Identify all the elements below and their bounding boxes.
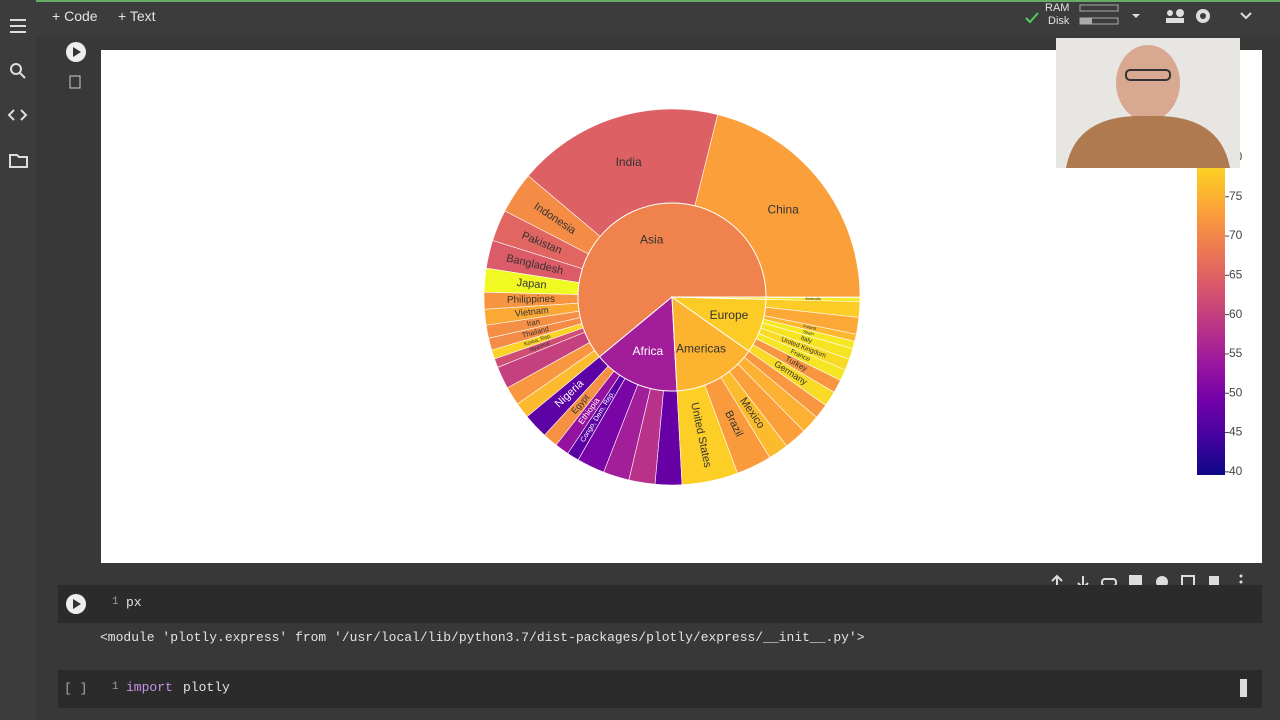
slice-label: Asia	[640, 233, 664, 247]
colorbar	[1197, 137, 1225, 475]
colorbar-tick-label: 70	[1229, 228, 1243, 242]
continent-wedge	[671, 295, 750, 392]
ram-label: RAM	[1045, 2, 1070, 14]
code-cell[interactable]: 1 px	[58, 585, 1262, 623]
continent-wedge	[671, 296, 767, 300]
line-number: 1	[112, 596, 119, 608]
slice-label: Poland	[803, 323, 818, 331]
colorbar-tick-label: 55	[1229, 346, 1243, 360]
cell-controls[interactable]	[64, 42, 94, 102]
code-keyword: import	[126, 680, 173, 695]
sunburst-chart: ChinaIndiaIndonesiaPakistanBangladeshJap…	[101, 50, 1262, 563]
add-text-label: Text	[129, 8, 156, 24]
scroll-marker	[1240, 679, 1247, 697]
slice-label: Europe	[710, 308, 749, 322]
colorbar-tick-label: 60	[1229, 307, 1243, 321]
slice-label: Spain	[802, 329, 815, 337]
slice-label: Africa	[633, 344, 664, 358]
code-text: plotly	[183, 680, 230, 695]
top-icons	[1025, 4, 1252, 25]
add-code[interactable]: + Code	[52, 8, 98, 24]
slice-label: Australia	[805, 296, 821, 301]
colorbar-tick-label: 50	[1229, 385, 1243, 399]
webcam-overlay	[1056, 38, 1240, 168]
line-number: 1	[112, 681, 119, 693]
slice-label: India	[616, 155, 642, 169]
top-bar: + Code + Text RAM Disk	[0, 0, 1280, 36]
slice-label: Iran	[526, 317, 541, 328]
colorbar-tick-label: 65	[1229, 268, 1243, 282]
slice-label: Americas	[676, 342, 726, 356]
add-code-label: Code	[64, 8, 98, 24]
sidebar	[0, 0, 36, 720]
slice-label: Philippines	[507, 294, 555, 306]
slice-label: Vietnam	[514, 305, 549, 319]
cell-output: <module 'plotly.express' from '/usr/loca…	[100, 630, 865, 645]
code-cell-2[interactable]: [ ] 1 import plotly	[58, 670, 1262, 708]
slice-label: Japan	[516, 277, 547, 292]
colorbar-tick-label: 75	[1229, 189, 1243, 203]
disk-label: Disk	[1048, 15, 1070, 27]
cell-status: [ ]	[64, 681, 88, 696]
run-button[interactable]	[66, 594, 88, 616]
continent-wedge	[577, 202, 767, 358]
code-text: px	[126, 595, 142, 610]
webcam-image	[1066, 45, 1230, 168]
colorbar-tick-label: 45	[1229, 425, 1243, 439]
slice-label: China	[767, 202, 799, 216]
continent-wedge	[598, 295, 678, 392]
colorbar-tick-label: 40	[1229, 464, 1243, 478]
add-text[interactable]: + Text	[118, 8, 156, 24]
slice-label: Italy	[800, 335, 814, 345]
